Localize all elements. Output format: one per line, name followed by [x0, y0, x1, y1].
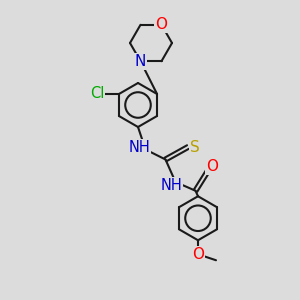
Text: N: N — [135, 54, 146, 69]
Text: O: O — [206, 159, 218, 174]
Text: Cl: Cl — [90, 86, 104, 101]
Text: NH: NH — [160, 178, 182, 194]
Text: O: O — [192, 247, 204, 262]
Text: S: S — [190, 140, 200, 154]
Text: NH: NH — [129, 140, 150, 155]
Text: O: O — [155, 17, 167, 32]
